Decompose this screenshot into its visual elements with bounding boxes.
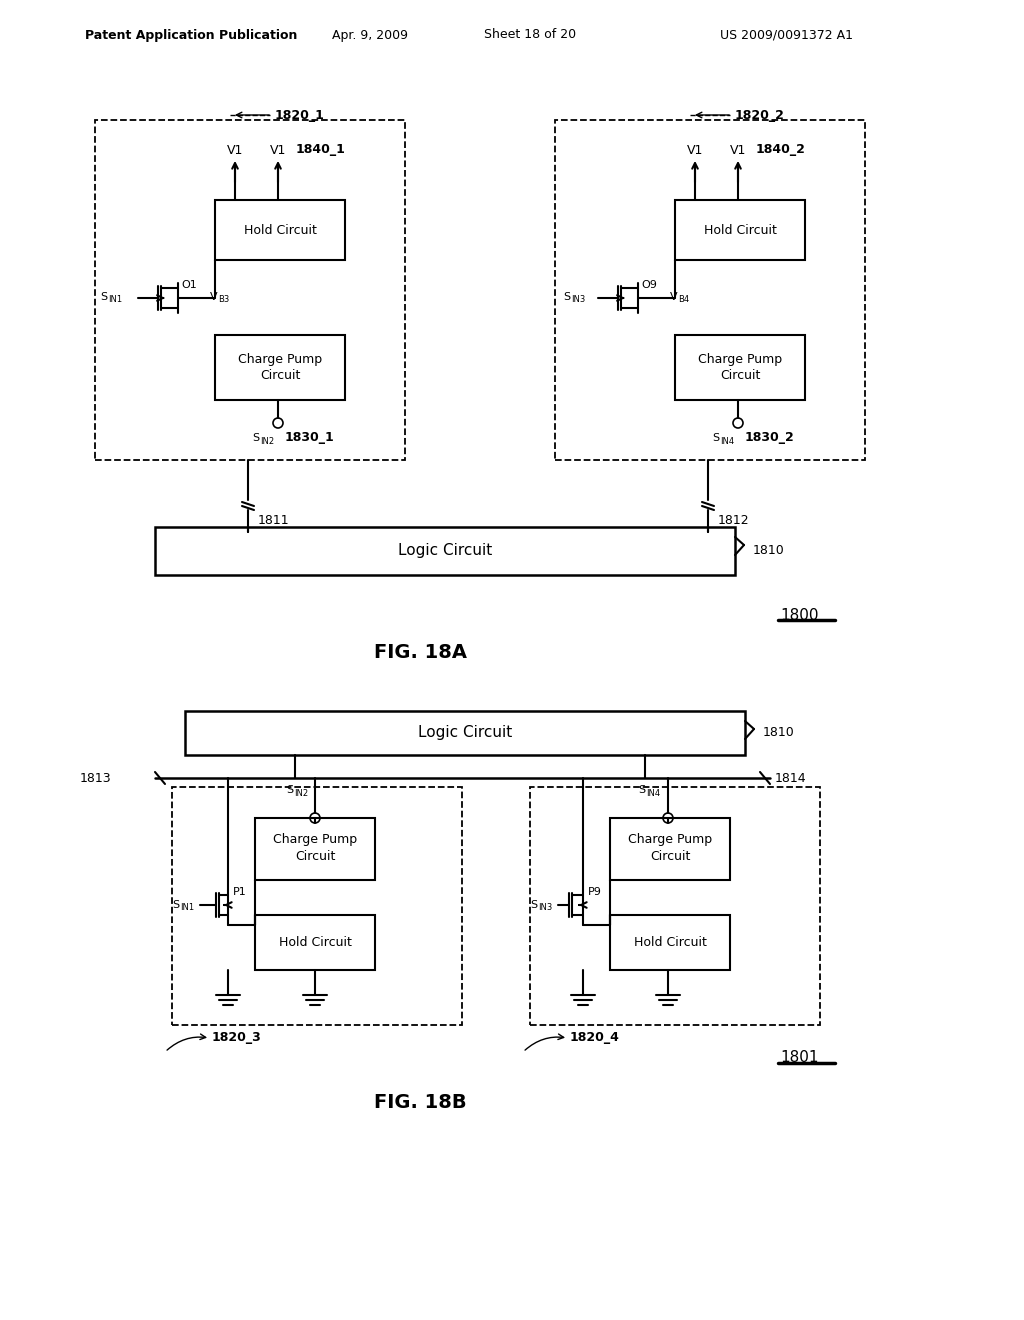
Text: 1801: 1801 [780,1051,818,1065]
Text: Logic Circuit: Logic Circuit [398,544,493,558]
Text: 1810: 1810 [763,726,795,739]
Text: 1820_2: 1820_2 [735,108,784,121]
Text: V1: V1 [730,144,746,157]
Text: IN1: IN1 [108,296,122,305]
Text: IN2: IN2 [260,437,274,446]
Text: V1: V1 [269,144,286,157]
Text: 1814: 1814 [775,771,807,784]
Text: 1840_1: 1840_1 [296,144,346,157]
Text: IN2: IN2 [294,788,308,797]
Text: Hold Circuit: Hold Circuit [279,936,351,949]
Text: Circuit: Circuit [295,850,335,862]
Text: S: S [712,433,719,444]
Text: Apr. 9, 2009: Apr. 9, 2009 [332,29,408,41]
Bar [610,818,730,880]
Text: Logic Circuit: Logic Circuit [418,726,512,741]
Bar [172,787,462,1026]
Text: FIG. 18A: FIG. 18A [374,643,467,661]
Text: O1: O1 [181,280,197,290]
Text: Circuit: Circuit [260,370,300,381]
Bar [555,120,865,459]
Text: IN4: IN4 [720,437,734,446]
Text: P9: P9 [588,887,602,898]
Text: S: S [172,900,179,909]
Bar [215,201,345,260]
Text: IN3: IN3 [538,903,552,912]
Text: 1830_2: 1830_2 [745,432,795,445]
Text: S: S [286,785,293,795]
Text: S: S [563,292,570,302]
Text: Charge Pump: Charge Pump [238,352,323,366]
Text: V: V [210,292,218,302]
Text: Charge Pump: Charge Pump [698,352,782,366]
Text: P1: P1 [233,887,247,898]
Text: Charge Pump: Charge Pump [273,833,357,846]
Text: IN4: IN4 [646,788,660,797]
Text: Hold Circuit: Hold Circuit [634,936,707,949]
Text: S: S [638,785,645,795]
Text: V1: V1 [226,144,243,157]
Text: S: S [530,900,538,909]
Text: 1830_1: 1830_1 [285,432,335,445]
Text: 1820_4: 1820_4 [570,1031,620,1044]
Text: 1811: 1811 [258,513,290,527]
Text: S: S [252,433,259,444]
Bar [155,527,735,576]
Bar [185,711,745,755]
Bar [610,915,730,970]
Text: 1820_3: 1820_3 [212,1031,262,1044]
Text: O9: O9 [641,280,656,290]
Text: B3: B3 [218,296,229,305]
Text: V: V [670,292,678,302]
Bar [255,818,375,880]
Text: V1: V1 [687,144,703,157]
Bar [215,335,345,400]
Text: S: S [100,292,108,302]
Text: FIG. 18B: FIG. 18B [374,1093,466,1111]
Text: 1800: 1800 [780,607,818,623]
Text: US 2009/0091372 A1: US 2009/0091372 A1 [720,29,853,41]
Bar [530,787,820,1026]
Text: 1810: 1810 [753,544,784,557]
Text: Hold Circuit: Hold Circuit [244,223,316,236]
Text: IN1: IN1 [180,903,195,912]
Text: Circuit: Circuit [720,370,760,381]
Text: IN3: IN3 [571,296,586,305]
Text: 1840_2: 1840_2 [756,144,806,157]
Text: Charge Pump: Charge Pump [628,833,712,846]
Bar [255,915,375,970]
Text: 1813: 1813 [80,771,112,784]
Text: Sheet 18 of 20: Sheet 18 of 20 [484,29,577,41]
Bar [95,120,406,459]
Text: 1820_1: 1820_1 [275,108,325,121]
Text: B4: B4 [678,296,689,305]
Bar [675,201,805,260]
Text: Hold Circuit: Hold Circuit [703,223,776,236]
Bar [675,335,805,400]
Text: 1812: 1812 [718,513,750,527]
Text: Circuit: Circuit [650,850,690,862]
Text: Patent Application Publication: Patent Application Publication [85,29,297,41]
